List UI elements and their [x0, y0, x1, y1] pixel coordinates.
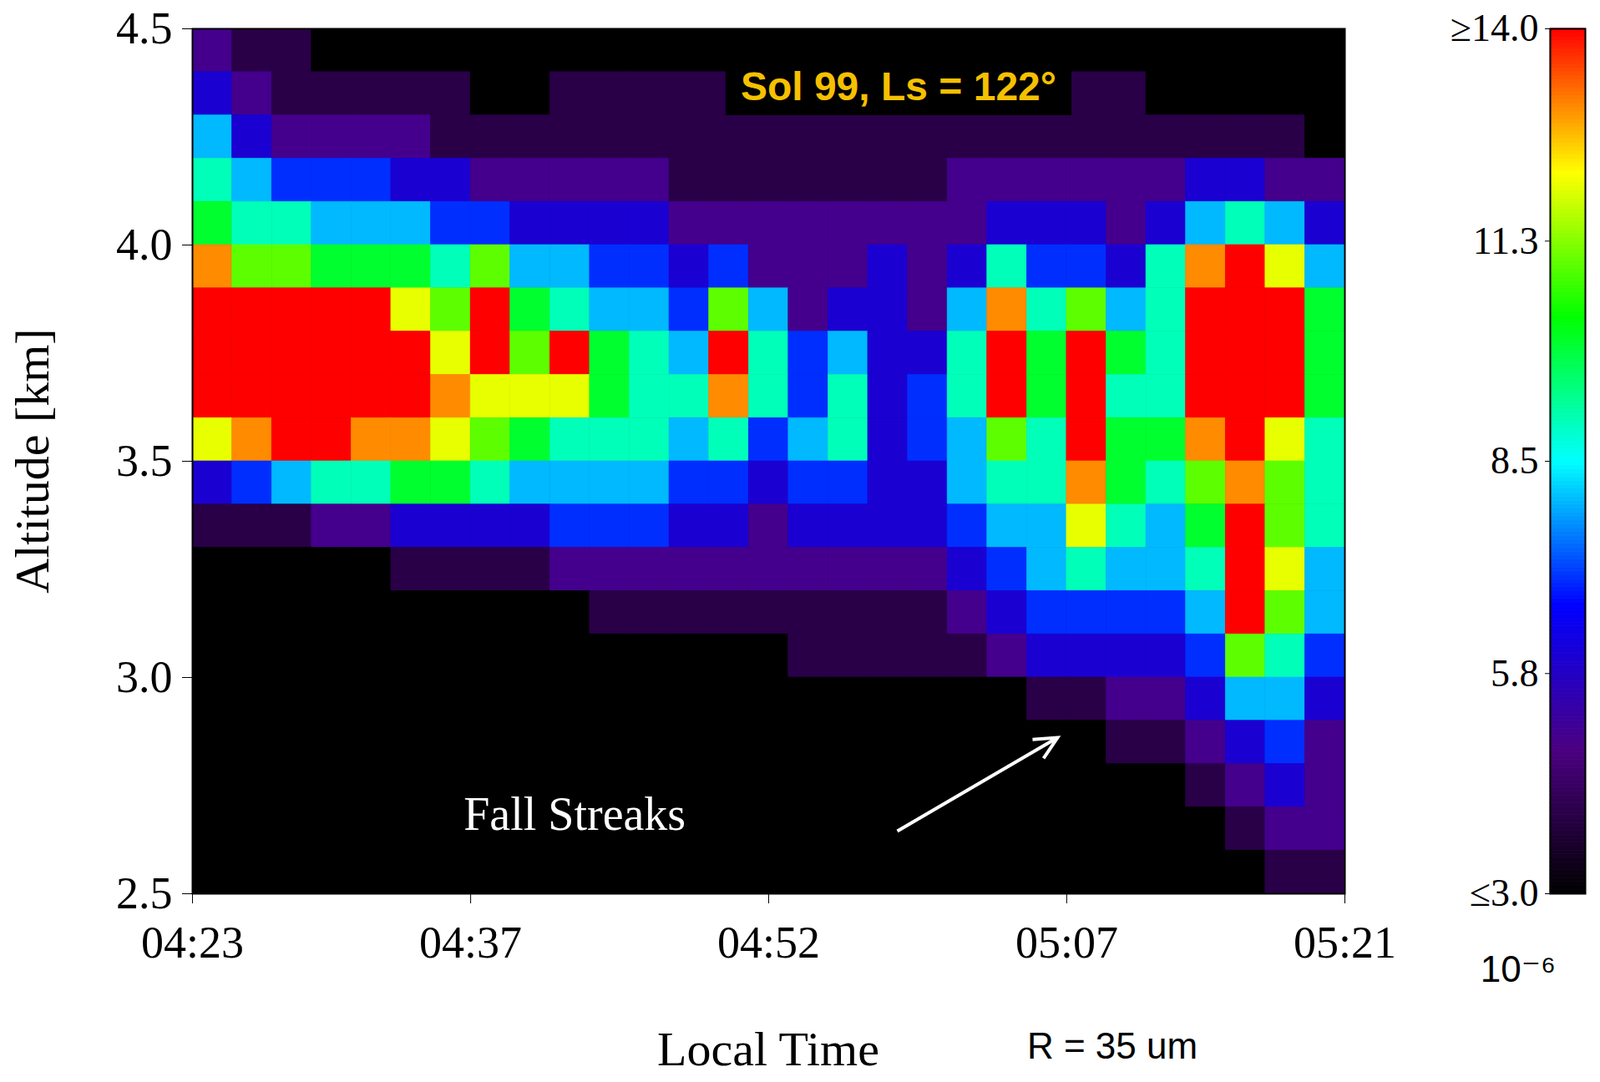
svg-text:3.0: 3.0 [116, 652, 173, 703]
svg-text:4.0: 4.0 [116, 219, 173, 270]
svg-text:8.5: 8.5 [1490, 439, 1540, 482]
svg-text:5.8: 5.8 [1490, 652, 1540, 695]
svg-text:Fall Streaks: Fall Streaks [463, 788, 686, 841]
svg-text:3.5: 3.5 [116, 435, 173, 487]
svg-text:04:52: 04:52 [717, 917, 821, 968]
svg-text:Altitude [km]: Altitude [km] [5, 328, 60, 593]
svg-text:04:23: 04:23 [141, 917, 244, 968]
svg-text:4.5: 4.5 [116, 3, 173, 54]
svg-text:05:21: 05:21 [1293, 917, 1397, 968]
svg-text:Local Time: Local Time [657, 1022, 880, 1077]
svg-text:≤3.0: ≤3.0 [1469, 871, 1540, 915]
svg-text:2.5: 2.5 [116, 868, 173, 919]
svg-text:05:07: 05:07 [1015, 917, 1119, 968]
svg-text:≥14.0: ≥14.0 [1450, 6, 1540, 50]
svg-text:11.3: 11.3 [1473, 219, 1540, 263]
svg-text:10⁻⁶: 10⁻⁶ [1480, 948, 1556, 990]
svg-text:04:37: 04:37 [419, 917, 522, 968]
svg-text:R = 35 um: R = 35 um [1027, 1025, 1198, 1067]
svg-text:Sol 99, Ls = 122°: Sol 99, Ls = 122° [740, 64, 1057, 109]
